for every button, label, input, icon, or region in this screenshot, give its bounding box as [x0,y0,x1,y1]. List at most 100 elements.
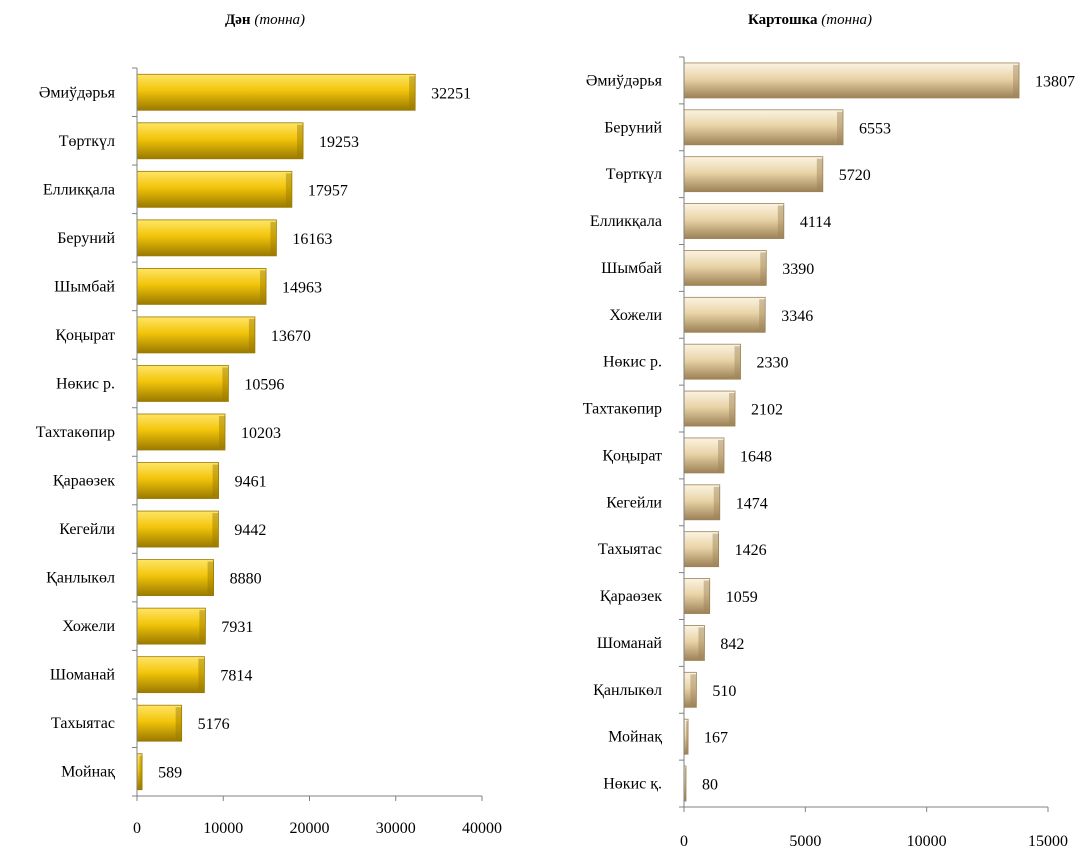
grain-category-label: Хожели [62,618,115,635]
grain-data-label: 19253 [319,134,359,151]
grain-bar [136,510,219,548]
grain-category-label: Қоңырат [55,327,115,344]
potato-bar-bevel [713,486,720,518]
potato-bar-bevel [760,252,767,284]
grain-category-label: Тахтакөпир [36,424,115,441]
potato-data-label: 510 [712,683,736,700]
grain-bar-bevel [212,513,219,546]
potato-category-label: Әмиўдәрья [586,72,663,89]
grain-data-label: 10203 [241,425,281,442]
chart-title-grain: Дән (тонна) [140,12,390,29]
chart-title-potato: Картошка (тонна) [680,12,940,29]
potato-data-label: 1059 [726,589,758,606]
potato-category-label: Төрткүл [606,166,662,183]
grain-x-tick-label: 10000 [203,820,243,837]
potato-data-label: 5720 [839,167,871,184]
grain-category-label: Шымбай [54,278,115,295]
grain-data-label: 32251 [431,85,471,102]
potato-category-label: Қанлыкөл [593,682,662,699]
potato-bar [683,203,785,239]
grain-bar [136,316,256,354]
potato-x-tick-label: 0 [680,833,688,850]
potato-data-label: 3346 [781,308,813,325]
potato-bar-bevel [759,299,766,331]
grain-data-label: 8880 [230,571,262,588]
grain-bar-bevel [248,318,255,351]
grain-x-tick-label: 40000 [462,820,502,837]
grain-bar [136,656,205,694]
grain-x-tick-label: 20000 [290,820,330,837]
potato-data-label: 13807 [1035,73,1075,90]
grain-bar [136,559,214,596]
grain-data-label: 13670 [271,328,311,345]
potato-data-label: 2330 [757,355,789,372]
potato-category-label: Хожели [609,307,662,324]
potato-category-label: Тахтакөпир [583,401,662,418]
grain-x-tick-label: 30000 [376,820,416,837]
grain-bar-bevel [207,561,214,594]
chart-title-grain-unit: (тонна) [254,12,306,28]
potato-data-label: 2102 [751,402,783,419]
grain-bar-bevel [297,124,304,157]
potato-bar-bevel [837,111,844,143]
grain-category-label: Қараөзек [53,473,115,490]
potato-bar [683,343,741,380]
potato-data-label: 167 [704,730,728,747]
chart-title-grain-main: Дән [224,12,251,28]
potato-bar-bevel [734,346,741,378]
potato-bar-bevel [698,627,705,659]
potato-bar [683,156,824,193]
grain-bar-bevel [199,610,206,643]
grain-bar-bevel [139,755,143,788]
potato-bar-bevel [717,439,724,471]
grain-bar [136,267,267,305]
potato-data-label: 6553 [859,120,891,137]
grain-data-label: 17957 [308,182,348,199]
grain-bar [136,122,304,160]
potato-bar-bevel [712,533,719,565]
grain-bar-bevel [285,173,292,206]
potato-category-label: Мойнақ [608,729,662,746]
grain-bar [136,170,293,208]
grain-category-label: Беруний [57,230,115,247]
potato-data-label: 80 [702,777,718,794]
grain-bar-bevel [175,707,182,740]
grain-data-label: 7931 [221,619,253,636]
potato-data-label: 1648 [740,448,772,465]
grain-category-label: Кегейли [59,521,115,538]
grain-bar [136,704,183,742]
potato-bar [683,109,844,146]
grain-data-label: 16163 [292,231,332,248]
potato-bar [683,437,725,474]
grain-bar [136,607,206,645]
grain-bar [136,365,229,402]
grain-data-label: 9442 [234,522,266,539]
potato-data-label: 4114 [800,214,831,231]
potato-data-label: 1426 [735,542,767,559]
potato-category-label: Кегейли [606,494,662,511]
grain-bar-bevel [260,270,267,303]
grain-bar [136,219,277,257]
grain-bar-bevel [212,464,219,497]
grain-data-label: 10596 [244,376,284,393]
potato-chart: Әмиўдәрья 13807 Беруний 6553 Төрткүл 5720 Елли… [583,56,1075,850]
grain-chart: Әмиўдәрья 32251 Төрткүл 19253 Елликқала 17957… [36,67,502,837]
grain-x-tick-label: 0 [133,820,141,837]
chart-title-potato-main: Картошка [747,12,818,28]
grain-bar-bevel [222,367,229,400]
grain-data-label: 589 [158,765,182,782]
grain-category-label: Елликқала [43,181,115,198]
grain-data-label: 5176 [198,716,230,733]
grain-category-label: Қанлыкөл [46,570,115,587]
potato-bar [683,578,711,614]
grain-category-label: Әмиўдәрья [39,84,116,101]
potato-category-label: Қоңырат [602,447,662,464]
potato-bar-bevel [703,580,710,612]
potato-bar [683,296,766,333]
grain-data-label: 7814 [220,668,252,685]
potato-x-tick-label: 15000 [1028,833,1068,850]
potato-bar-bevel [777,205,784,237]
potato-x-tick-label: 5000 [789,833,821,850]
grain-bar [136,462,220,499]
